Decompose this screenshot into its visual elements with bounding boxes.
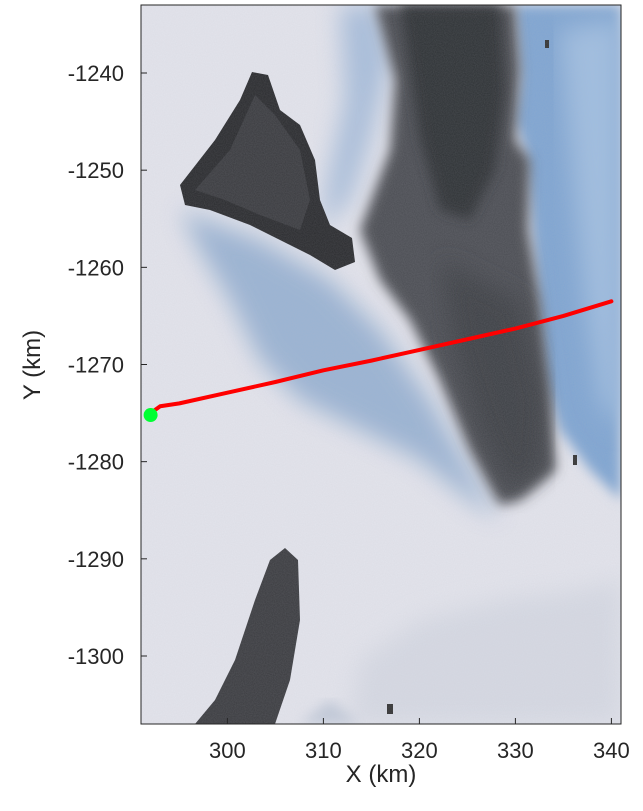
series-layer [143, 299, 614, 423]
y-axis-label: Y (km) [19, 330, 46, 400]
y-tick-label: -1260 [68, 255, 124, 280]
start-point-marker [143, 408, 158, 423]
y-tick-label: -1290 [68, 547, 124, 572]
x-axis-label: X (km) [346, 761, 417, 788]
satellite-image [141, 5, 621, 724]
x-tick-label: 320 [401, 738, 438, 763]
flight-line [148, 299, 614, 416]
x-tick-label: 340 [593, 738, 630, 763]
y-tick-label: -1240 [68, 61, 124, 86]
y-tick-label: -1280 [68, 450, 124, 475]
x-axis: 300 310 320 330 340 [209, 718, 630, 763]
y-tick-label: -1250 [68, 158, 124, 183]
y-tick-label: -1300 [68, 644, 124, 669]
x-tick-label: 310 [305, 738, 342, 763]
x-tick-label: 300 [209, 738, 246, 763]
y-axis: -1240 -1250 -1260 -1270 -1280 -1290 -1300 [68, 61, 147, 669]
y-tick-label: -1270 [68, 353, 124, 378]
x-tick-label: 330 [497, 738, 534, 763]
